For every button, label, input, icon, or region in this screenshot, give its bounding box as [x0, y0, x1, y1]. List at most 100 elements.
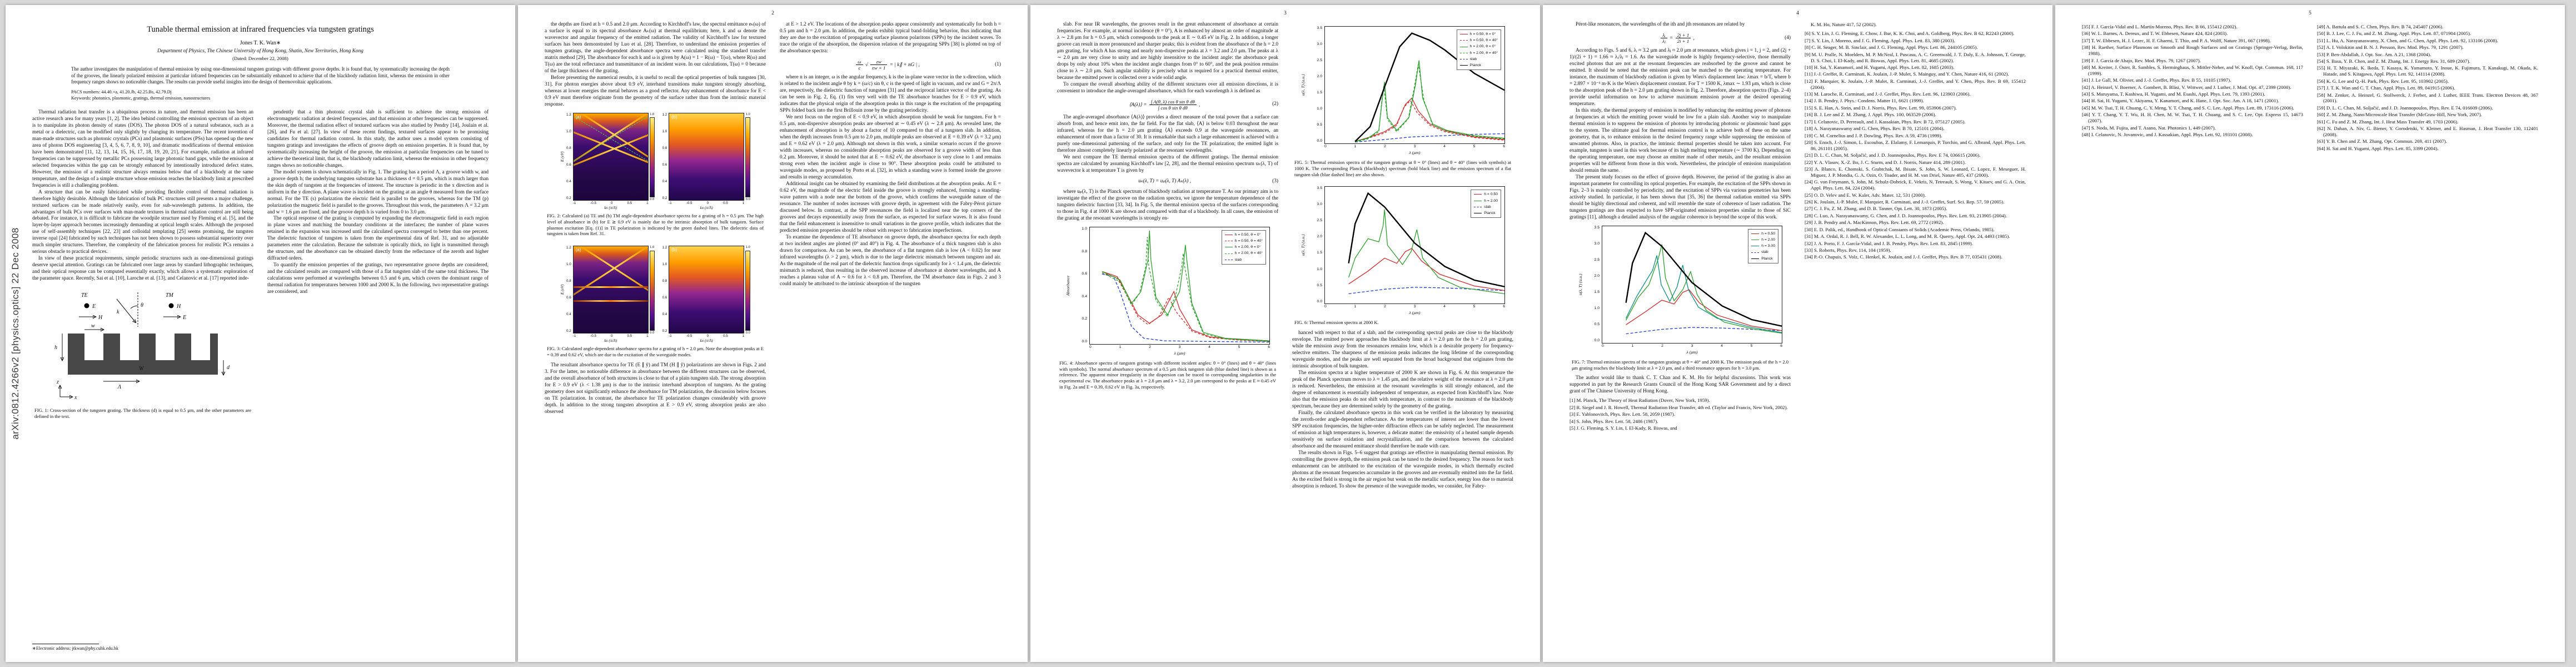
fig3-y-ticks: 1.2 1.0 0.8 0.6 0.4 0.2	[662, 246, 668, 334]
reference-item: [35] F. J. García-Vidal and L. Martín-Mo…	[2082, 24, 2238, 29]
body-paragraph: According to Figs. 5 and 6, λᵢ ≈ 3.2 μm …	[1569, 48, 1791, 107]
reference-item: [25] O. D. Velev and E. W. Kaler, Adv. M…	[1805, 192, 1926, 198]
tick-label: 0.2	[662, 329, 667, 334]
legend-line-swatch	[1751, 252, 1760, 253]
legend-line-swatch	[1459, 40, 1468, 41]
tick-label: 0.2	[662, 196, 667, 200]
fig2-y-ticks: 1.2 1.0 0.8 0.6 0.4 0.2	[662, 113, 668, 201]
equation-lhs: ⟨A(λ)⟩ =	[1129, 102, 1147, 108]
tick-label: 0.6	[566, 296, 571, 300]
tick-label: 1.2	[662, 246, 667, 250]
page1-right-column: pendently that a thin photonic crystal s…	[267, 109, 489, 652]
series-line-slab	[1102, 274, 1269, 342]
figure-5-caption: FIG. 5: Thermal emission spectra of the …	[1294, 160, 1511, 177]
legend-line-swatch	[1224, 253, 1233, 254]
body-paragraph: The model system is shown schematically …	[267, 169, 489, 215]
tick-label: 0.5	[723, 201, 728, 205]
fig7-x-axis-label: λ (μm)	[1686, 349, 1698, 355]
equation-fraction: ∫ A(θ, λ) cos θ sin θ dθ ∫ cos θ sin θ dθ	[1149, 99, 1197, 111]
fig6-legend: h = 0.50 h = 2.00 slab Planck	[1471, 190, 1501, 218]
fig2-x-axis-label: kx (π/Λ)	[700, 205, 713, 210]
fraction-denominator: c	[858, 65, 861, 71]
reference-list: [49] A. Battula and S. C. Chen, Phys. Re…	[2317, 24, 2538, 152]
page2-left-column: the depths are fixed at h = 0.5 and 2.0 …	[545, 22, 766, 652]
legend-label: h = 0.50, θ = 40°	[1469, 38, 1498, 43]
tick-label: 1	[742, 334, 745, 339]
reference-item: [18] A. Narayanaswamy and G. Chen, Phys.…	[1805, 126, 1945, 132]
wavevector-label: k	[117, 309, 119, 315]
tick-label: 2	[1661, 344, 1663, 348]
e-field-label: E	[182, 315, 186, 321]
legend-entry: h = 3.00	[1751, 243, 1775, 249]
tick-label: 0.5	[1594, 322, 1600, 327]
reference-item: [11] J.-J. Greffet, R. Carminati, K. Jou…	[1805, 71, 2009, 77]
body-paragraph: Finally, the calculated absorbance spect…	[1292, 410, 1513, 449]
affiliation: Department of Physics, The Chinese Unive…	[157, 48, 363, 54]
page-1: arXiv:0812.4266v2 [physics.optics] 22 De…	[6, 5, 515, 662]
reference-item: [38] H. Raether, Surface Plasmons on Smo…	[2082, 44, 2303, 57]
equation-number: (2)	[1272, 101, 1278, 107]
equation-3: uₖ(λ, T) = uₚ(λ, T) Aₖ(λ) , (3)	[1057, 178, 1278, 185]
tick-label: 5	[1238, 345, 1240, 349]
colorbar-gradient	[745, 117, 751, 198]
series-line-h20-40	[1102, 237, 1269, 341]
legend-entry: h = 0.50, θ = 0°	[1224, 232, 1263, 238]
tick-label: -1	[572, 334, 576, 339]
body-paragraph: Additional insight can be obtained by ex…	[780, 181, 1001, 233]
tick-label: 0	[1324, 145, 1327, 148]
fig3-y-ticks: 1.2 1.0 0.8 0.6 0.4 0.2	[566, 246, 572, 334]
z-axis-label: z	[56, 379, 59, 385]
legend-line-swatch	[1459, 65, 1468, 66]
body-paragraph: at E > 1.2 eV. The locations of the abso…	[780, 22, 1001, 54]
page5-right-column: [49] A. Battula and S. C. Chen, Phys. Re…	[2317, 22, 2538, 652]
legend-label: h = 0.50, θ = 0°	[1469, 32, 1496, 36]
tick-label: 0	[706, 334, 709, 339]
reference-item: [64] H. Sai and H. Yugami, Appl. Phys. L…	[2317, 145, 2439, 151]
fig5-legend: h = 0.50, θ = 0° h = 0.50, θ = 40° h = 2.0…	[1456, 29, 1501, 71]
legend-line-swatch	[1474, 194, 1482, 195]
e-field-label: E	[92, 303, 96, 310]
pacs-line: PACS numbers: 44.40.+a, 41.20.Jb, 42.25.…	[71, 89, 172, 94]
fraction-denominator: εw + 1	[872, 65, 886, 71]
reference-list: [6] S. Y. Lin, J. G. Fleming, E. Chow, J…	[1805, 31, 2026, 261]
body-paragraph: The results shown in Figs. 5–6 suggest t…	[1292, 450, 1513, 489]
tick-label: 0.0	[1317, 299, 1322, 303]
legend-label: slab	[1484, 205, 1491, 209]
reference-item: [10] H. Sai, Y. Kanamori, and H. Yugami,…	[1805, 64, 1955, 70]
tick-label: 0.4	[566, 312, 571, 317]
colorbar: 1.0 0.0	[649, 246, 655, 344]
fig5-y-ticks: 3.5 3.0 2.5 2.0 1.5 1.0 0.5 0.0	[1308, 26, 1323, 144]
reference-item: [50] B. J. Lee, C. J. Fu, and Z. M. Zhan…	[2317, 31, 2472, 37]
fig4-legend: h = 0.50, θ = 0° h = 0.50, θ = 40° h = 2.0…	[1221, 230, 1266, 265]
tick-label: 0	[610, 201, 613, 205]
tick-label: 0.4	[662, 312, 667, 317]
tick-label: 2.0	[1317, 74, 1322, 79]
reference-item: [26] K. Joulain, J.-P. Mulet, F. Marquie…	[1805, 199, 2005, 205]
tick-label: 4	[1721, 344, 1723, 348]
tick-label: 0.8	[566, 146, 571, 150]
page-number: 4	[1796, 11, 1799, 16]
tick-label: 3.5	[1317, 26, 1322, 30]
reference-continuation: K. M. Ho, Nature 417, 52 (2002).	[1811, 22, 1877, 27]
figure-1: TE E H TM H E	[32, 286, 253, 420]
legend-label: Planck	[1484, 211, 1496, 215]
legend-entry: h = 2.00, θ = 40°	[1459, 50, 1498, 56]
reference-item: [54] S. Basu, Y. B. Chen, and Z. M. Zhan…	[2317, 58, 2470, 64]
tick-label: 4	[1208, 345, 1210, 349]
tick-label: 1.0	[662, 262, 667, 267]
fig2-x-ticks: -1 -0.5 0 0.5 1	[573, 201, 649, 206]
paper-title: Tunable thermal emission at infrared fre…	[147, 25, 374, 34]
fig3-heatmap-te-panel: (a)	[572, 246, 649, 334]
fig3-x-ticks: -1 -0.5 0 0.5 1	[573, 334, 649, 339]
body-paragraph: hanced with respect to that of a slab, a…	[1292, 330, 1513, 370]
reference-item: [23] A. Blanco, E. Chomski, S. Grabtchak…	[1805, 166, 2026, 178]
colorbar: 1.0 0.0	[649, 113, 655, 211]
page-number: 2	[771, 11, 774, 16]
series-line-planck	[1349, 193, 1504, 287]
body-paragraph: slab. For near IR wavelengths, the groov…	[1057, 22, 1278, 81]
colorbar-max: 1.0	[650, 246, 655, 250]
reference-item: [49] A. Battula and S. C. Chen, Phys. Re…	[2317, 24, 2444, 29]
series-line-h20-40	[1355, 64, 1504, 142]
legend-entry: slab	[1474, 204, 1498, 210]
tick-label: 1.0	[1082, 226, 1087, 231]
